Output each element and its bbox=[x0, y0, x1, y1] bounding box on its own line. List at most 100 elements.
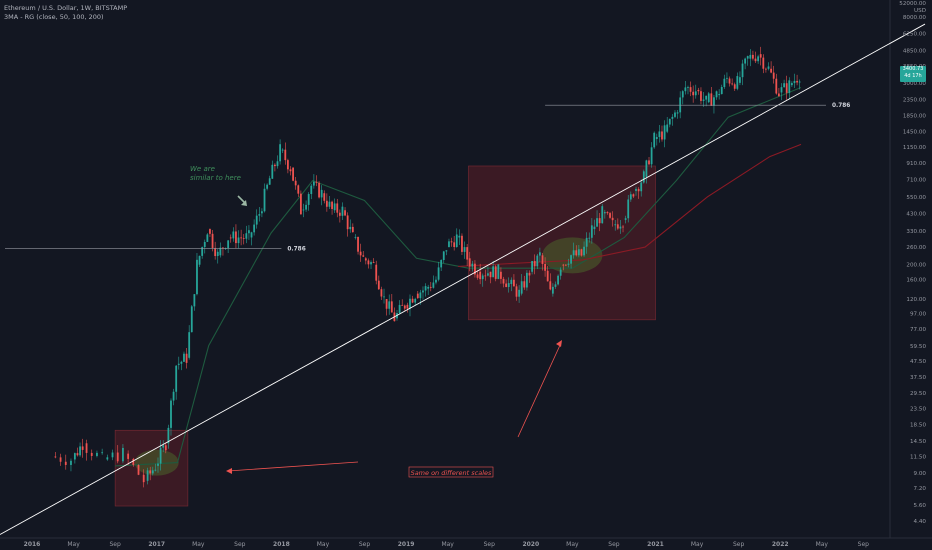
candle-body bbox=[341, 206, 344, 216]
candle-body bbox=[575, 250, 578, 256]
candle-body bbox=[684, 87, 687, 92]
candle-body bbox=[299, 193, 302, 215]
candle-body bbox=[253, 224, 256, 233]
candle-body bbox=[170, 400, 172, 428]
candle-body bbox=[403, 305, 406, 309]
candle-body bbox=[276, 161, 279, 167]
candle-body bbox=[419, 292, 422, 299]
candle-body bbox=[422, 290, 424, 293]
candle-body bbox=[528, 272, 531, 276]
candle-body bbox=[687, 87, 689, 88]
candle-body bbox=[590, 225, 593, 238]
candle-body bbox=[479, 271, 482, 280]
candle-body bbox=[741, 63, 744, 78]
candle-body bbox=[310, 185, 313, 195]
candle-body bbox=[596, 218, 598, 227]
x-tick-label: May bbox=[566, 541, 579, 548]
highlight-boxes bbox=[114, 165, 656, 507]
x-tick-label: Sep bbox=[234, 541, 246, 548]
y-tick-label: 8000.00 bbox=[903, 15, 927, 21]
candle-body bbox=[585, 237, 588, 247]
candle-body bbox=[637, 188, 640, 192]
x-tick-label: 2016 bbox=[24, 541, 41, 548]
candle-body bbox=[468, 258, 471, 267]
candle-body bbox=[692, 91, 695, 96]
candle-body bbox=[90, 452, 93, 456]
candle-body bbox=[520, 281, 523, 294]
arrow-similar-head bbox=[241, 200, 247, 206]
candle-body bbox=[297, 185, 300, 194]
x-tick-label: May bbox=[317, 541, 330, 548]
candle-body bbox=[650, 147, 653, 165]
candle-body bbox=[250, 232, 253, 238]
candle-body bbox=[562, 264, 565, 266]
y-tick-label: 4.40 bbox=[914, 519, 927, 525]
candle-body bbox=[754, 58, 757, 62]
candle-body bbox=[292, 167, 294, 181]
candle-body bbox=[663, 125, 666, 140]
candle-body bbox=[580, 249, 583, 256]
candle-body bbox=[85, 443, 88, 453]
candle-body bbox=[507, 283, 510, 287]
candle-body bbox=[487, 273, 489, 276]
candle-body bbox=[302, 209, 305, 211]
candle-body bbox=[655, 137, 658, 140]
y-tick-label: 37.50 bbox=[910, 375, 926, 381]
candle-body bbox=[185, 353, 188, 363]
candle-body bbox=[775, 78, 778, 94]
y-tick-label: 710.00 bbox=[906, 178, 926, 184]
candle-body bbox=[307, 194, 310, 205]
candle-body bbox=[406, 304, 409, 309]
chart-title: Ethereum / U.S. Dollar, 1W, BITSTAMP bbox=[4, 4, 128, 12]
candle-body bbox=[790, 83, 793, 86]
x-tick-label: May bbox=[441, 541, 454, 548]
candle-body bbox=[216, 251, 219, 257]
x-tick-label: Sep bbox=[733, 541, 745, 548]
candle-body bbox=[354, 236, 357, 238]
candle-body bbox=[762, 57, 765, 69]
y-tick-label: 77.00 bbox=[910, 327, 926, 333]
y-tick-label: 550.00 bbox=[906, 195, 926, 201]
y-tick-label: 200.00 bbox=[906, 263, 926, 269]
candle-body bbox=[101, 452, 104, 454]
candle-body bbox=[448, 241, 450, 248]
candle-body bbox=[544, 263, 546, 271]
candle-body bbox=[577, 249, 580, 256]
candle-body bbox=[700, 91, 702, 101]
candle-body bbox=[681, 91, 684, 98]
candle-body bbox=[214, 247, 217, 257]
candle-body bbox=[593, 226, 596, 230]
candle-body bbox=[442, 251, 445, 261]
candle-body bbox=[689, 87, 692, 92]
candle-body bbox=[172, 391, 175, 401]
candle-body bbox=[255, 215, 258, 225]
candle-body bbox=[661, 131, 663, 140]
candle-body bbox=[411, 298, 414, 303]
arrow-left-head bbox=[226, 468, 232, 474]
candle-body bbox=[242, 238, 245, 239]
indicator-label[interactable]: 3MA - RG (close, 50, 100, 200) bbox=[4, 13, 104, 21]
candle-body bbox=[211, 233, 214, 248]
x-tick-label: 2021 bbox=[647, 541, 664, 548]
y-tick-label: 330.00 bbox=[906, 229, 926, 235]
arrow-up-head bbox=[556, 340, 562, 347]
candle-body bbox=[116, 452, 119, 462]
candle-body bbox=[349, 226, 352, 230]
candle-body bbox=[541, 255, 544, 264]
price-series bbox=[54, 46, 801, 488]
y-tick-label: 1150.00 bbox=[903, 145, 927, 151]
time-axis[interactable]: 2016 May Sep 2017 May Sep 2018 May Sep 2019 May Sep… bbox=[24, 541, 870, 548]
candle-body bbox=[294, 180, 297, 186]
candle-body bbox=[312, 181, 315, 186]
candle-body bbox=[164, 445, 167, 451]
candle-body bbox=[331, 201, 333, 209]
candle-body bbox=[551, 286, 554, 294]
candle-body bbox=[549, 281, 552, 290]
similar-text-line2: similar to here bbox=[190, 174, 241, 182]
candle-body bbox=[780, 87, 783, 93]
candle-body bbox=[533, 261, 536, 267]
candle-body bbox=[671, 116, 674, 119]
candle-body bbox=[726, 77, 728, 79]
